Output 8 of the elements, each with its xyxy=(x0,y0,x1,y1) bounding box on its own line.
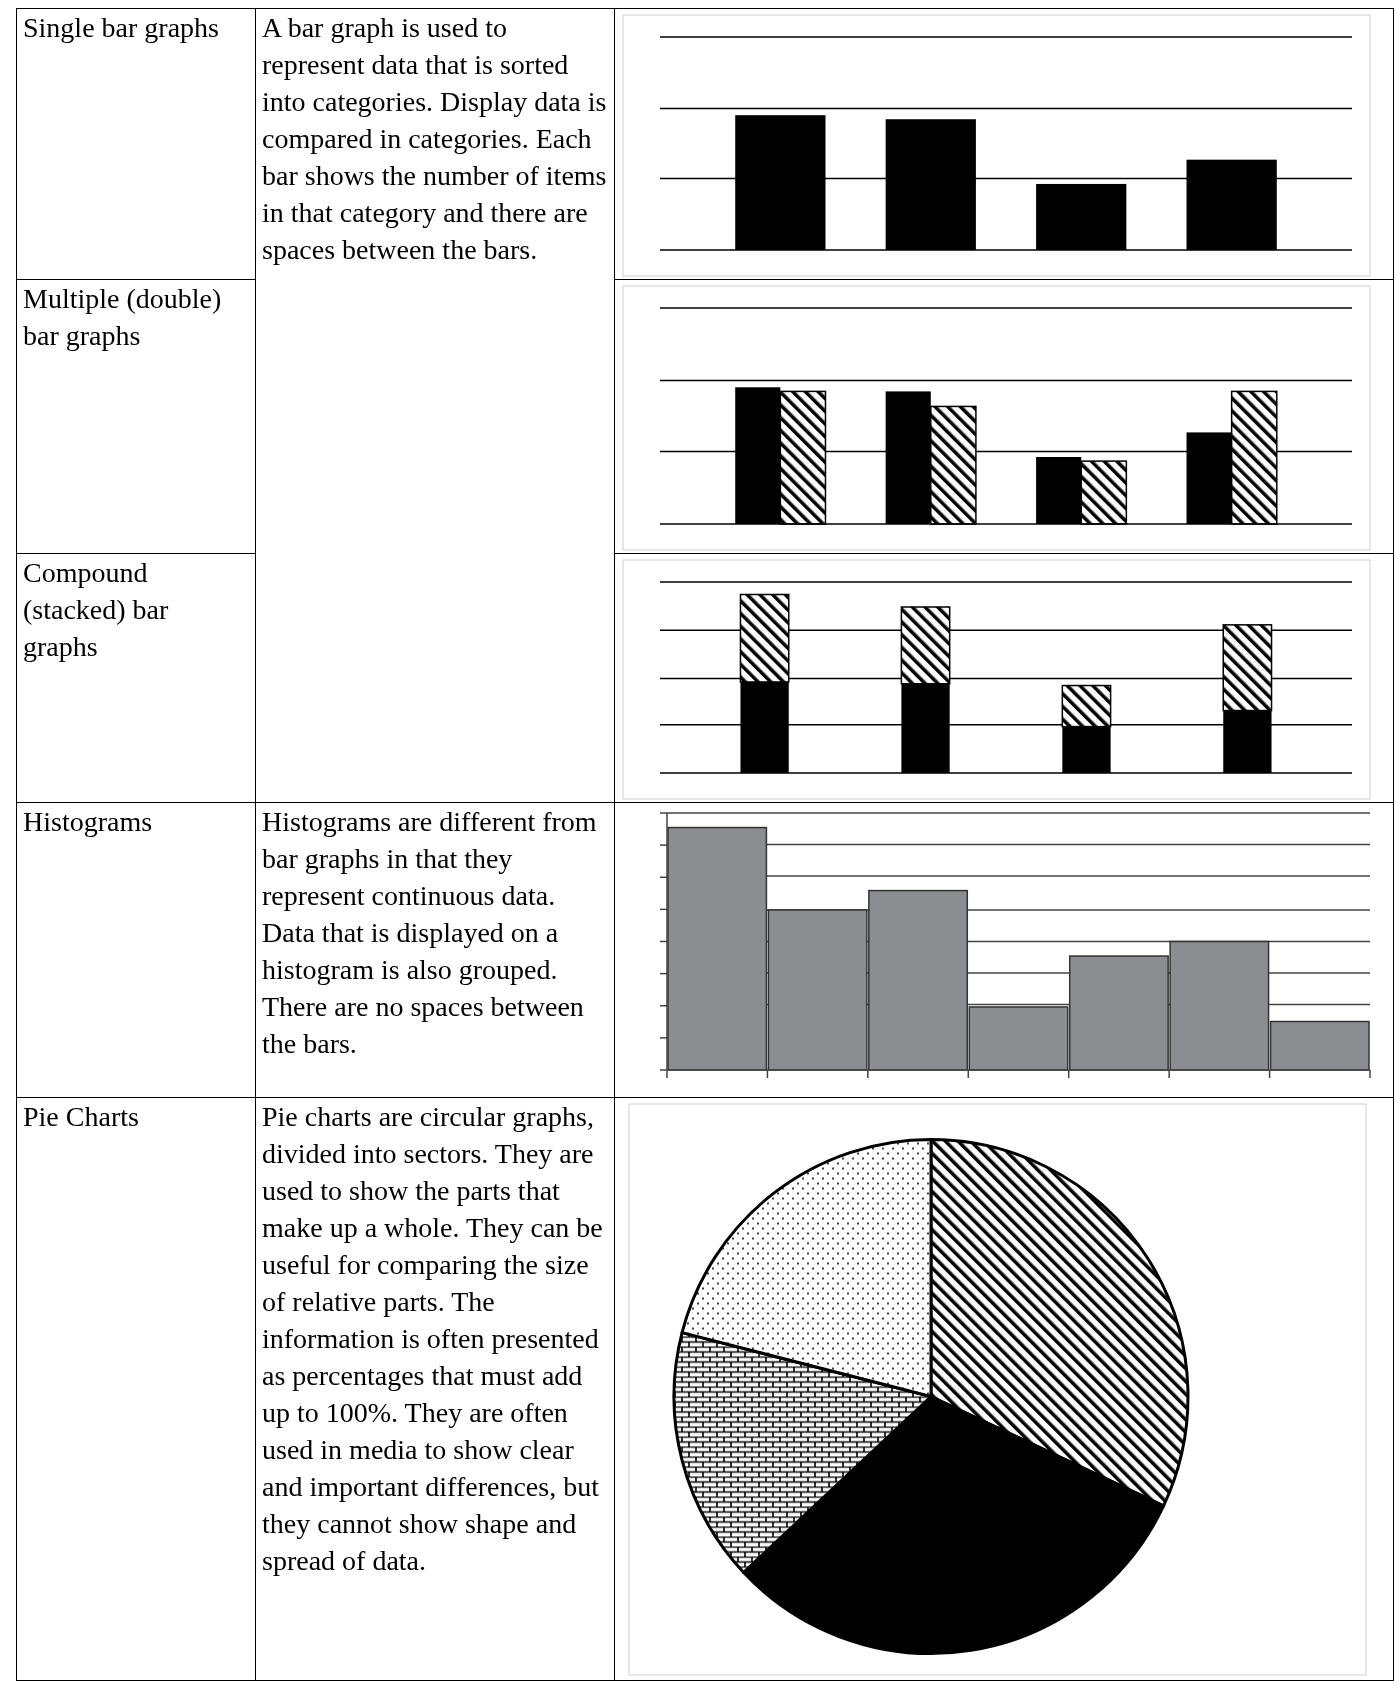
text: A bar graph is used to represent data that is sorted into categories. Display data is compared in categories. Each bar shows the number of items in that category and there are spaces between the bars. xyxy=(262,11,608,267)
text: Pie charts are circular graphs, divided into sectors. They are used to show the parts that make up a whole. They can be useful for comparing the size of relative parts. The information is often presented as percentages that must add up to 100%. They are often used in media to show clear and important differences, but they cannot show shape and spread of data. xyxy=(262,1101,603,1576)
text: Multiple (double) bar graphs xyxy=(16,279,256,554)
text: Compound (stacked) bar graphs xyxy=(16,553,256,803)
text: Pie Charts xyxy=(16,1097,256,1681)
text: Histograms xyxy=(16,802,256,1098)
text: Single bar graphs xyxy=(16,8,256,280)
text: Histograms are different from bar graphs in that they represent continuous data. Data that is displayed on a histogram is also grouped. There are no spaces between the bars. xyxy=(262,805,598,1061)
